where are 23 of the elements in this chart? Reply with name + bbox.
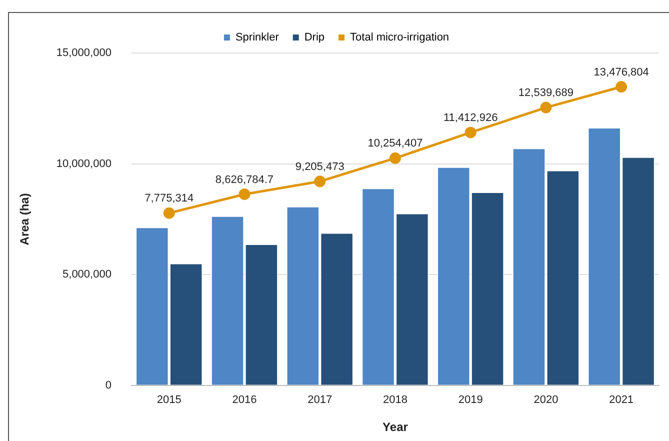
- data-label: 13,476,804: [594, 66, 649, 78]
- legend-label: Drip: [304, 32, 325, 44]
- legend-label: Sprinkler: [235, 32, 280, 44]
- x-tick-label: 2021: [609, 394, 634, 406]
- x-axis-title: Year: [382, 420, 408, 434]
- data-label: 12,539,689: [518, 87, 574, 100]
- data-label: 9,205,473: [295, 160, 344, 173]
- data-label: 11,412,926: [443, 112, 498, 124]
- y-tick-label: 0: [105, 379, 112, 392]
- x-tick-label: 2017: [308, 394, 332, 406]
- x-tick-label: 2015: [156, 394, 182, 406]
- x-tick-label: 2018: [382, 394, 408, 406]
- legend-label: Total micro-irrigation: [350, 32, 450, 44]
- y-tick-label: 15,000,000: [56, 47, 112, 60]
- y-tick-label: 5,000,000: [62, 268, 112, 281]
- x-tick-label: 2020: [534, 394, 558, 406]
- x-tick-label: 2016: [232, 394, 257, 406]
- x-tick-label: 2019: [458, 394, 483, 406]
- data-label: 7,775,314: [144, 192, 194, 205]
- y-tick-label: 10,000,000: [56, 158, 112, 170]
- data-label: 8,626,784.7: [215, 174, 274, 186]
- data-label: 10,254,407: [368, 138, 423, 150]
- y-axis-title: Area (ha): [18, 193, 32, 246]
